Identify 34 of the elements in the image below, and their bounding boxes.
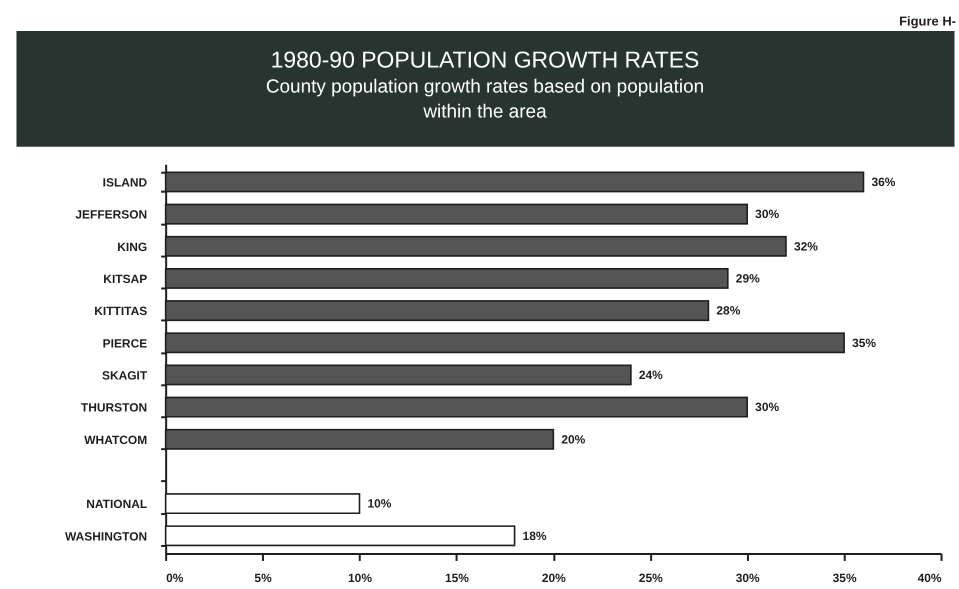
y-tick-label: WASHINGTON <box>64 529 148 544</box>
data-label: 10% <box>367 496 392 511</box>
y-tick-label: SKAGIT <box>102 368 148 382</box>
data-label: 28% <box>716 304 741 318</box>
chart-subtitle: County population growth rates based on population within the area <box>266 76 704 122</box>
y-tick-label: KING <box>117 240 148 254</box>
data-label: 24% <box>638 368 664 382</box>
y-tick-label: JEFFERSON <box>75 208 148 222</box>
x-tick-label: 20% <box>542 570 566 585</box>
x-tick-label: 25% <box>638 570 664 585</box>
data-label: 32% <box>794 239 818 254</box>
x-tick-label: 40% <box>918 570 942 585</box>
text: Figure H- <box>899 14 956 29</box>
data-label: 36% <box>871 174 896 189</box>
chart-title: 1980-90 POPULATION GROWTH RATES <box>270 46 700 72</box>
y-tick-label: WHATCOM <box>84 432 148 447</box>
x-tick-label: 10% <box>348 570 372 585</box>
data-label: 30% <box>755 400 780 414</box>
data-label: 29% <box>736 271 760 286</box>
y-tick-label: KITTITAS <box>94 304 148 318</box>
x-tick-label: 35% <box>832 570 857 585</box>
x-tick-label: 15% <box>444 570 470 585</box>
x-tick-label: 5% <box>254 570 272 585</box>
x-tick-label: 0% <box>166 570 184 585</box>
data-label: 18% <box>522 528 547 543</box>
data-label: 30% <box>755 207 780 222</box>
x-tick-label: 30% <box>736 570 760 585</box>
data-label: 35% <box>852 336 876 350</box>
y-tick-label: ISLAND <box>102 175 148 190</box>
y-tick-label: PIERCE <box>102 336 148 350</box>
y-tick-label: NATIONAL <box>86 497 148 512</box>
y-tick-label: KITSAP <box>103 272 148 286</box>
y-tick-label: THURSTON <box>80 400 148 415</box>
data-label: 20% <box>561 432 586 446</box>
